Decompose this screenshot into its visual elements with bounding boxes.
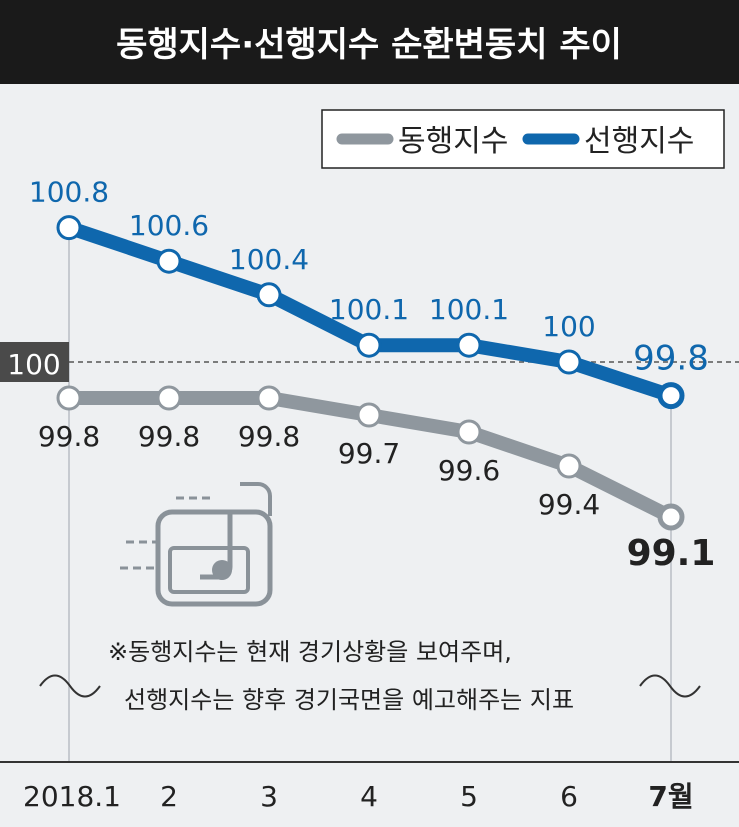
data-label-coincident: 99.8 bbox=[238, 420, 300, 453]
money-icon bbox=[120, 482, 273, 607]
x-axis-ticks: 2018.1 2 3 4 5 6 7월 bbox=[23, 780, 694, 813]
x-tick-label: 2 bbox=[160, 780, 178, 813]
legend-label-coincident: 동행지수 bbox=[398, 124, 508, 159]
x-tick-label: 7월 bbox=[648, 780, 693, 813]
data-point-leading bbox=[256, 282, 282, 308]
data-label-leading: 100 bbox=[542, 310, 595, 343]
data-label-coincident: 99.7 bbox=[338, 437, 400, 470]
data-point-coincident bbox=[556, 453, 582, 479]
data-point-coincident bbox=[56, 385, 82, 411]
data-point-coincident bbox=[156, 385, 182, 411]
legend-label-leading: 선행지수 bbox=[584, 124, 694, 159]
data-label-coincident: 99.8 bbox=[138, 420, 200, 453]
note-line-1: ※동행지수는 현재 경기상황을 보여주며, bbox=[108, 638, 512, 666]
data-label-coincident: 99.1 bbox=[627, 533, 716, 574]
x-tick-label: 5 bbox=[460, 780, 478, 813]
chart-title: 동행지수·선행지수 순환변동치 추이 bbox=[116, 25, 622, 65]
data-label-leading: 100.1 bbox=[329, 293, 409, 326]
x-tick-label: 2018.1 bbox=[23, 780, 121, 813]
data-label-leading: 100.4 bbox=[229, 243, 309, 276]
data-point-coincident bbox=[657, 503, 685, 531]
x-tick-label: 3 bbox=[260, 780, 278, 813]
data-point-coincident bbox=[256, 385, 282, 411]
data-label-leading: 100.6 bbox=[129, 209, 209, 242]
axis-break-right bbox=[639, 674, 701, 698]
data-point-leading bbox=[356, 332, 382, 358]
data-point-leading bbox=[56, 215, 82, 241]
data-point-leading bbox=[456, 332, 482, 358]
x-tick-label: 4 bbox=[360, 780, 378, 813]
data-point-coincident bbox=[456, 419, 482, 445]
x-tick-label: 6 bbox=[560, 780, 578, 813]
axis-break-left bbox=[39, 674, 101, 698]
data-point-leading bbox=[556, 349, 582, 375]
reference-label: 100 bbox=[7, 348, 60, 381]
data-label-coincident: 99.6 bbox=[438, 454, 500, 487]
title-bar bbox=[0, 0, 739, 84]
data-point-leading bbox=[156, 248, 182, 274]
data-point-leading bbox=[657, 382, 685, 410]
data-label-coincident: 99.4 bbox=[538, 488, 600, 521]
data-label-leading: 100.1 bbox=[429, 293, 509, 326]
data-point-coincident bbox=[356, 402, 382, 428]
legend: 동행지수 선행지수 bbox=[321, 109, 725, 169]
series-layer: 99.8 99.8 99.8 99.7 99.6 99.4 99.1 100.8 100.6 10… bbox=[29, 176, 716, 574]
data-label-coincident: 99.8 bbox=[38, 420, 100, 453]
data-label-leading: 99.8 bbox=[633, 339, 709, 379]
data-label-leading: 100.8 bbox=[29, 176, 109, 209]
note-line-2: 선행지수는 향후 경기국면을 예고해주는 지표 bbox=[124, 686, 574, 714]
reference-label-bg bbox=[0, 342, 69, 382]
